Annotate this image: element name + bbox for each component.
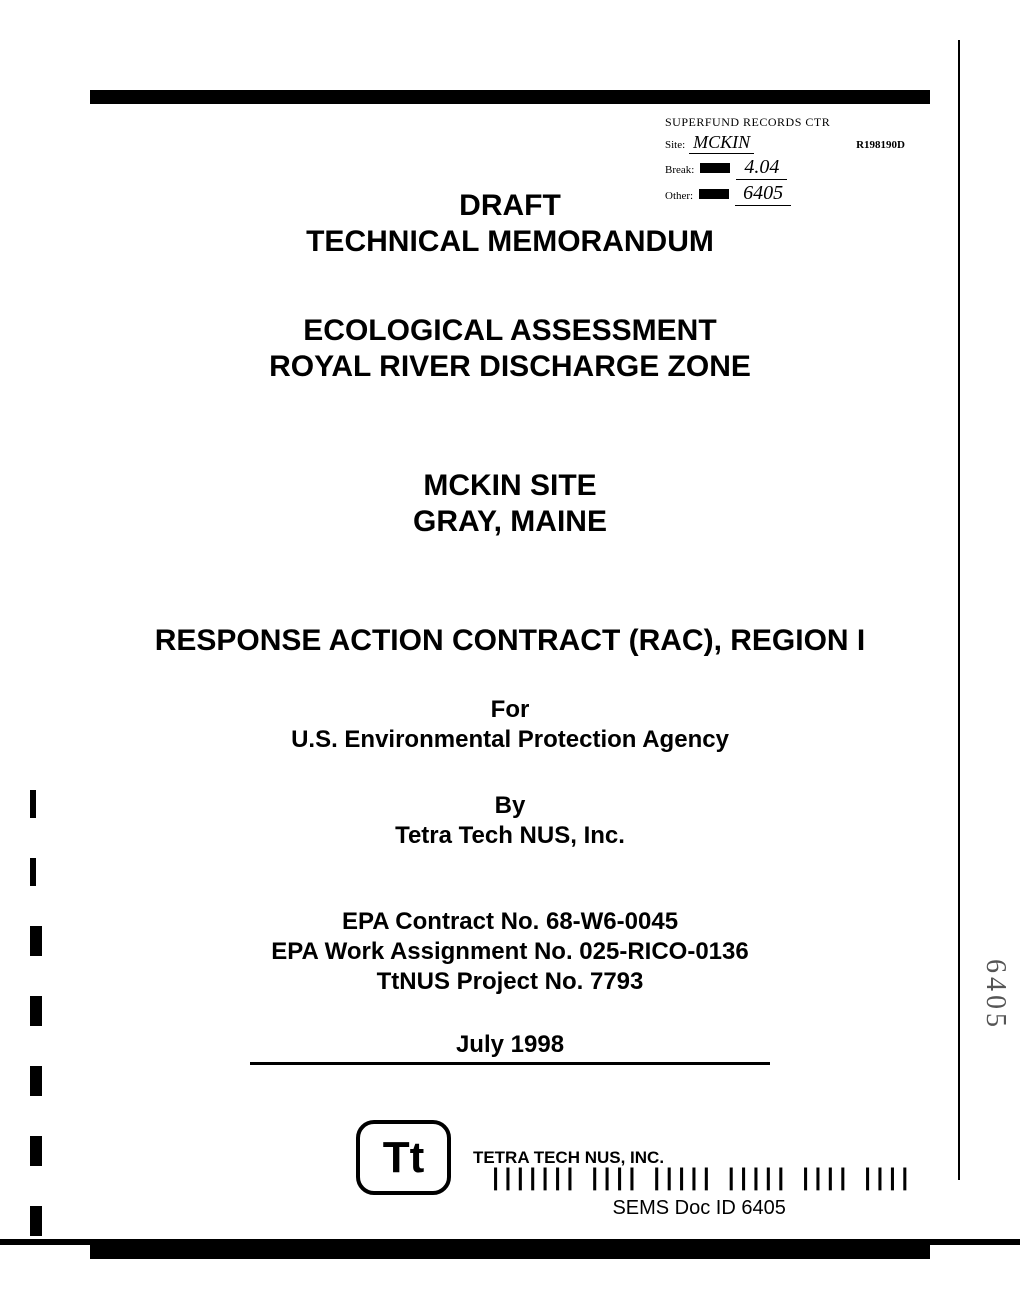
title-ecological: ECOLOGICAL ASSESSMENT xyxy=(90,314,930,348)
binding-mark xyxy=(30,996,42,1026)
title-discharge-zone: ROYAL RIVER DISCHARGE ZONE xyxy=(90,350,930,384)
barcode-section: ||||||| |||| ||||| ||||| |||| |||| SEMS … xyxy=(488,1166,910,1220)
stamp-records-label: SUPERFUND RECORDS CTR xyxy=(665,115,830,130)
stamp-break-value: 4.04 xyxy=(736,156,787,180)
margin-handwritten-number: 6405 xyxy=(979,959,1011,1031)
redacted-mark xyxy=(700,163,730,173)
logo-company-name: TETRA TECH NUS, INC. xyxy=(473,1148,664,1168)
company-name: Tetra Tech NUS, Inc. xyxy=(90,822,930,850)
title-location: GRAY, MAINE xyxy=(90,505,930,539)
binding-mark xyxy=(30,790,36,818)
barcode-icon: ||||||| |||| ||||| ||||| |||| |||| xyxy=(488,1166,910,1193)
right-margin-line xyxy=(958,40,960,1180)
main-content: DRAFT TECHNICAL MEMORANDUM ECOLOGICAL AS… xyxy=(90,189,930,1195)
binding-mark xyxy=(30,926,42,956)
document-date: July 1998 xyxy=(456,1031,564,1058)
title-site: MCKIN SITE xyxy=(90,469,930,503)
stamp-site-value: MCKIN xyxy=(689,132,754,154)
bottom-edge-line xyxy=(0,1239,1020,1245)
title-memorandum: TECHNICAL MEMORANDUM xyxy=(90,225,930,259)
top-rule-bar xyxy=(90,90,930,104)
stamp-code: R198190D xyxy=(856,139,905,151)
binding-marks xyxy=(30,790,42,1236)
stamp-other-label: Other: xyxy=(665,190,693,202)
contract-number: EPA Contract No. 68-W6-0045 xyxy=(90,908,930,936)
work-assignment: EPA Work Assignment No. 025-RICO-0136 xyxy=(90,938,930,966)
logo-symbol: Tt xyxy=(383,1133,425,1183)
binding-mark xyxy=(30,1066,42,1096)
stamp-site-label: Site: xyxy=(665,139,685,151)
project-number: TtNUS Project No. 7793 xyxy=(90,968,930,996)
stamp-break-label: Break: xyxy=(665,164,694,176)
by-label: By xyxy=(90,792,930,820)
records-stamp: SUPERFUND RECORDS CTR Site: MCKIN R19819… xyxy=(665,115,905,206)
company-logo-icon: Tt xyxy=(356,1120,451,1195)
redacted-mark-2 xyxy=(699,189,729,199)
binding-mark xyxy=(30,858,36,886)
sems-doc-id: SEMS Doc ID 6405 xyxy=(488,1197,910,1220)
binding-mark xyxy=(30,1136,42,1166)
date-container: July 1998 xyxy=(250,1031,770,1065)
binding-mark xyxy=(30,1206,42,1236)
document-page: SUPERFUND RECORDS CTR Site: MCKIN R19819… xyxy=(0,0,1020,1305)
agency-name: U.S. Environmental Protection Agency xyxy=(90,726,930,754)
for-label: For xyxy=(90,696,930,724)
title-rac: RESPONSE ACTION CONTRACT (RAC), REGION I xyxy=(90,624,930,658)
stamp-other-value: 6405 xyxy=(735,182,791,206)
bottom-rule-bar xyxy=(90,1245,930,1259)
